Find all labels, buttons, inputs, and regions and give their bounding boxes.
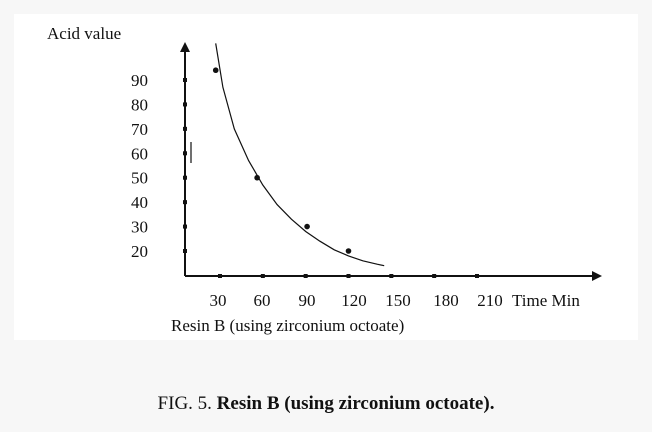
y-tick-label-30: 30 [131, 218, 148, 237]
figure-panel [14, 14, 638, 340]
chart-subtitle: Resin B (using zirconium octoate) [171, 316, 404, 335]
x-tick-90 [303, 274, 308, 278]
y-tick-80 [183, 102, 187, 107]
x-tick-label-150: 150 [385, 291, 411, 310]
data-point [212, 67, 219, 74]
y-axis-title: Acid value [47, 24, 121, 43]
x-tick-label-180: 180 [433, 291, 459, 310]
y-tick-label-20: 20 [131, 242, 148, 261]
x-axis-arrow [592, 271, 602, 281]
y-tick-40 [183, 200, 187, 205]
data-point [345, 248, 352, 254]
data-point [254, 174, 260, 181]
y-tick-50 [183, 175, 187, 180]
y-axis-arrow [180, 42, 190, 52]
x-tick-label-210: 210 [477, 291, 503, 310]
x-tick-210 [475, 274, 479, 278]
x-axis-title: Time Min [512, 291, 580, 310]
y-tick-label-90: 90 [131, 71, 148, 90]
x-tick-150 [389, 274, 394, 278]
y-tick-label-70: 70 [131, 120, 148, 139]
y-tick-70 [183, 126, 187, 131]
x-tick-180 [432, 274, 437, 278]
fit-curve [215, 43, 385, 267]
y-tick-label-60: 60 [131, 144, 148, 163]
x-tick-label-120: 120 [341, 291, 367, 310]
x-tick-label-60: 60 [254, 291, 271, 310]
y-tick-30 [183, 224, 187, 229]
y-tick-label-80: 80 [131, 95, 148, 114]
y-tick-90 [183, 78, 187, 82]
y-tick-20 [183, 249, 187, 253]
caption-title: Resin B (using zirconium octoate). [216, 393, 495, 414]
x-tick-label-90: 90 [299, 291, 316, 310]
figure-caption: FIG. 5. Resin B (using zirconium octoate… [0, 393, 652, 415]
x-tick-60 [260, 274, 265, 278]
x-tick-120 [346, 274, 351, 278]
x-tick-label-30: 30 [210, 291, 227, 310]
data-point [304, 223, 310, 230]
caption-prefix: FIG. 5. [157, 393, 212, 414]
y-tick-60 [183, 151, 187, 156]
x-tick-30 [218, 274, 222, 278]
y-tick-label-40: 40 [131, 193, 148, 212]
y-tick-label-50: 50 [131, 169, 148, 188]
